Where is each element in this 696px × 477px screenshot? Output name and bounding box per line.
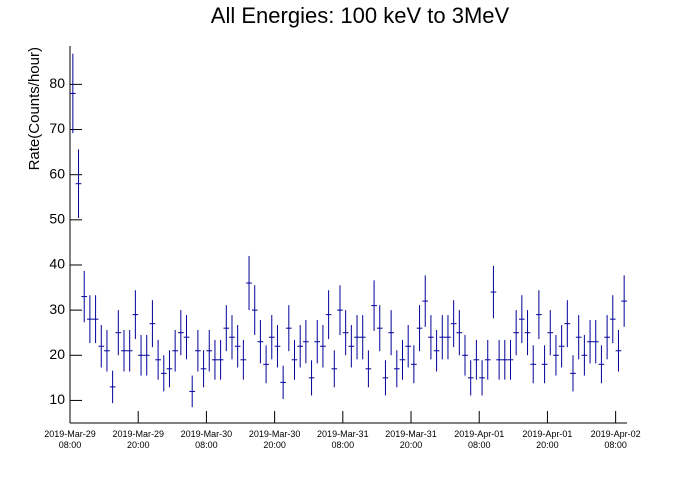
y-axis-label: Rate(Counts/hour) [26,47,43,170]
x-tick-label: 2019-Mar-31 20:00 [385,429,437,450]
chart-title: All Energies: 100 keV to 3MeV [211,3,510,28]
x-tick-label: 2019-Mar-29 08:00 [44,429,96,450]
y-tick-label: 20 [49,346,65,362]
x-tick-label: 2019-Mar-31 08:00 [317,429,369,450]
x-tick-label: 2019-Apr-02 08:00 [591,429,641,450]
x-tick-label: 2019-Apr-01 20:00 [522,429,572,450]
y-tick-label: 10 [49,391,65,407]
y-tick-label: 50 [49,211,65,227]
y-tick-label: 40 [49,256,65,272]
y-tick-label: 60 [49,165,65,181]
x-tick-label: 2019-Mar-30 20:00 [249,429,301,450]
x-tick-label: 2019-Apr-01 08:00 [454,429,504,450]
x-tick-label: 2019-Mar-30 08:00 [181,429,233,450]
x-tick-label: 2019-Mar-29 20:00 [112,429,164,450]
y-tick-label: 70 [49,120,65,136]
y-tick-label: 80 [49,75,65,91]
y-tick-label: 30 [49,301,65,317]
